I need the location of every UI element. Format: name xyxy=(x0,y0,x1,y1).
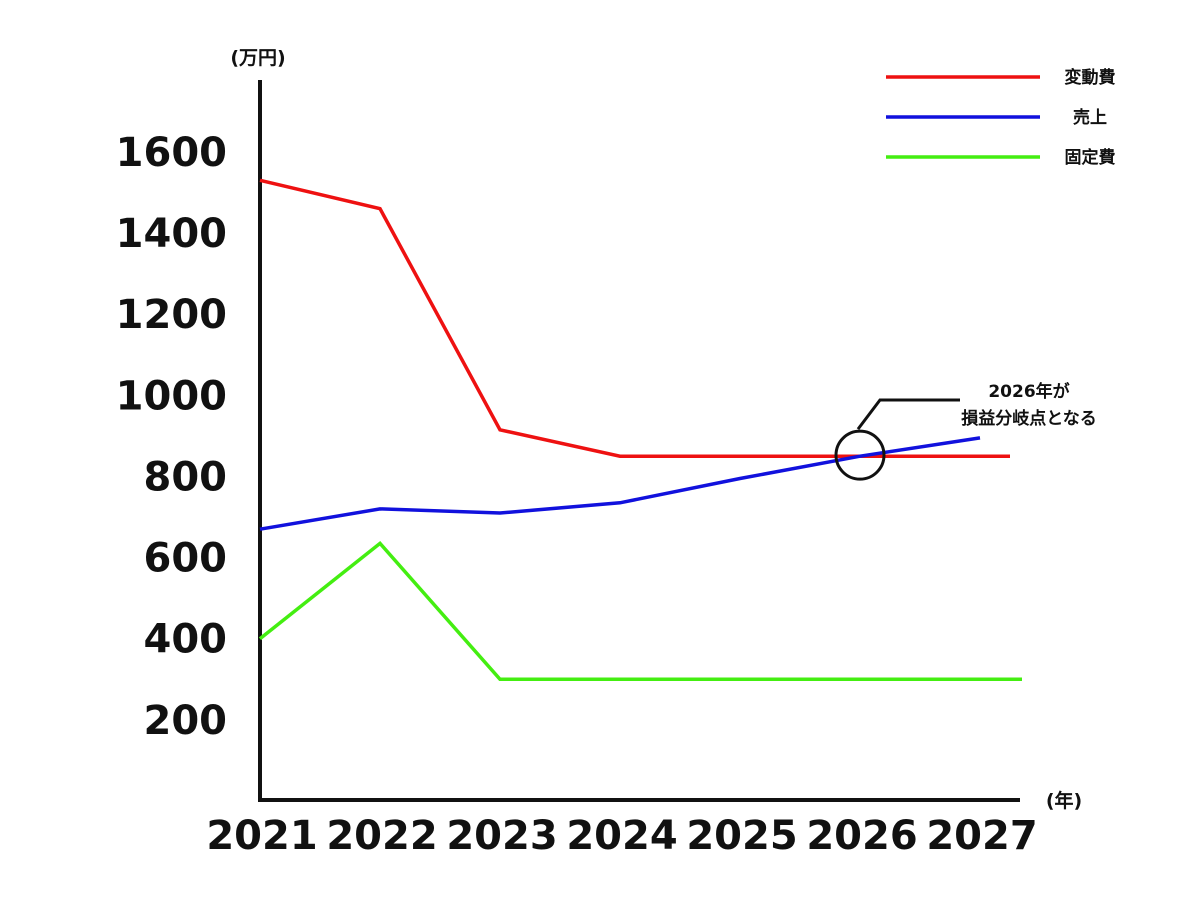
annotation-leader-line xyxy=(856,398,960,431)
series-line-1 xyxy=(259,436,981,531)
y-tick-label: 1400 xyxy=(116,211,227,257)
annotation-line-1: 2026年が xyxy=(988,381,1069,402)
x-tick-labels: 2021 2022 2023 2024 2025 2026 2027 xyxy=(206,813,1037,859)
y-tick-label: 600 xyxy=(144,536,228,582)
x-axis-unit-label: (年) xyxy=(1046,789,1082,812)
series-line-2 xyxy=(258,540,1022,682)
y-tick-labels: 200 400 600 800 1000 1200 1400 1600 xyxy=(116,130,227,744)
x-tick-label: 2025 xyxy=(686,813,797,859)
y-tick-label: 1000 xyxy=(116,373,227,419)
y-tick-label: 1600 xyxy=(116,130,227,176)
y-tick-label: 800 xyxy=(144,454,228,500)
y-axis-unit-label: (万円) xyxy=(230,47,285,69)
series-lines xyxy=(258,178,1022,682)
x-tick-label: 2026 xyxy=(806,813,917,859)
x-tick-label: 2023 xyxy=(446,813,557,859)
x-tick-label: 2024 xyxy=(566,813,677,859)
x-tick-label: 2027 xyxy=(926,813,1037,859)
y-tick-label: 200 xyxy=(144,698,228,744)
annotation-line-2: 損益分岐点となる xyxy=(961,408,1097,429)
y-tick-label: 1200 xyxy=(116,292,227,338)
legend-label: 固定費 xyxy=(1065,147,1116,168)
y-tick-label: 400 xyxy=(144,617,228,663)
x-tick-label: 2021 xyxy=(206,813,317,859)
x-tick-label: 2022 xyxy=(326,813,437,859)
series-line-0 xyxy=(259,178,1010,458)
legend-label: 変動費 xyxy=(1065,67,1116,88)
break-even-circle xyxy=(834,429,886,481)
legend-label: 売上 xyxy=(1073,107,1107,128)
